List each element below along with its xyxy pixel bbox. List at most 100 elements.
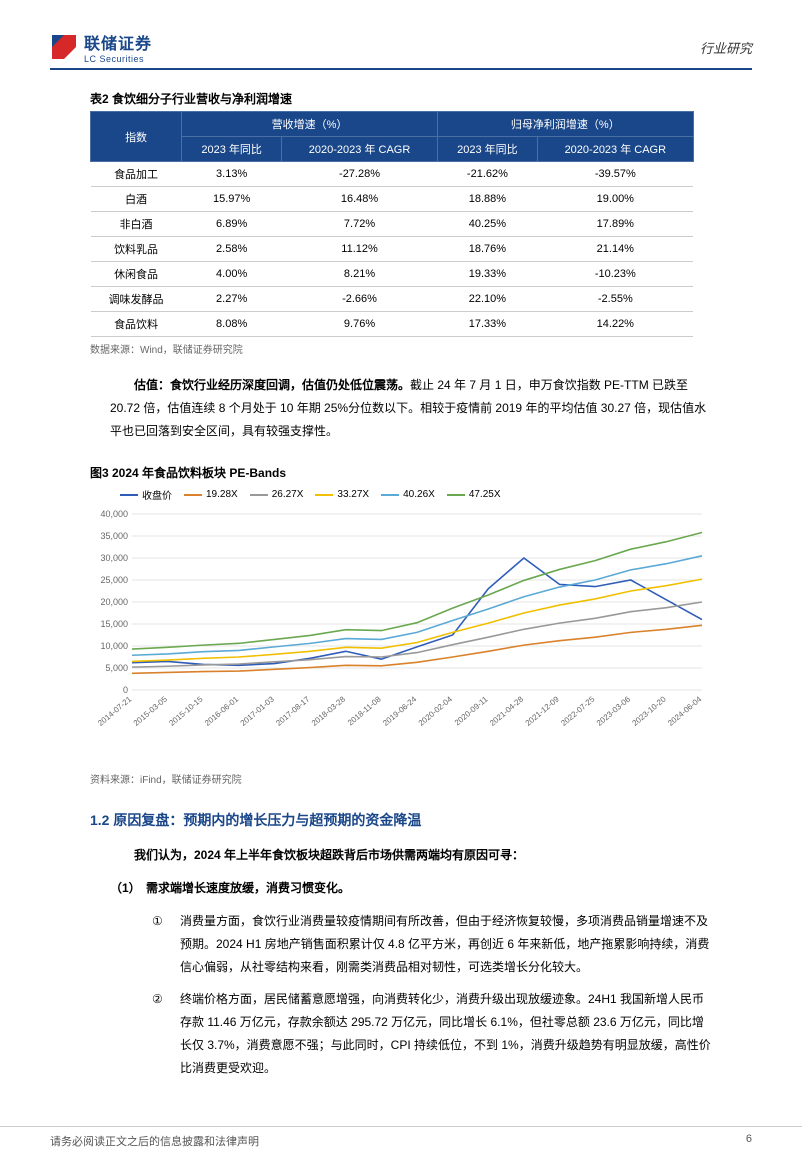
point-1-title: 需求端增长速度放缓，消费习惯变化。 <box>146 881 350 895</box>
table-cell: -10.23% <box>537 262 693 287</box>
table-cell: 15.97% <box>182 187 282 212</box>
legend-item: 40.26X <box>381 487 435 502</box>
logo-icon <box>50 33 78 61</box>
table-cell: 3.13% <box>182 162 282 187</box>
table-cell: -39.57% <box>537 162 693 187</box>
svg-text:15,000: 15,000 <box>100 619 128 629</box>
table2: 指数 营收增速（%） 归母净利润增速（%） 2023 年同比 2020-2023… <box>90 111 694 337</box>
table2-title: 表2 食饮细分子行业营收与净利润增速 <box>90 90 752 107</box>
svg-text:2020-02-04: 2020-02-04 <box>417 695 455 729</box>
table-cell: 饮料乳品 <box>91 237 182 262</box>
table-cell: 7.72% <box>282 212 438 237</box>
page-number: 6 <box>746 1133 752 1149</box>
svg-text:2018-11-08: 2018-11-08 <box>346 695 383 728</box>
table-cell: -21.62% <box>437 162 537 187</box>
legend-label: 19.28X <box>206 489 238 500</box>
table-cell: 14.22% <box>537 312 693 337</box>
table-cell: 食品加工 <box>91 162 182 187</box>
legend-label: 33.27X <box>337 489 369 500</box>
legend-swatch <box>447 494 465 497</box>
table-row: 食品饮料8.08%9.76%17.33%14.22% <box>91 312 694 337</box>
svg-text:10,000: 10,000 <box>100 641 128 651</box>
table-cell: 22.10% <box>437 287 537 312</box>
th-b: 2020-2023 年 CAGR <box>282 137 438 162</box>
th-a: 2023 年同比 <box>182 137 282 162</box>
table-cell: 非白酒 <box>91 212 182 237</box>
table-cell: 调味发酵品 <box>91 287 182 312</box>
brand-name-cn: 联储证券 <box>84 30 152 54</box>
fig3-source: 资料来源：iFind，联储证券研究院 <box>90 771 752 786</box>
legend-swatch <box>381 494 399 497</box>
legend-item: 26.27X <box>250 487 304 502</box>
svg-text:2023-03-06: 2023-03-06 <box>595 695 633 729</box>
legend-label: 收盘价 <box>142 487 172 502</box>
th-group-right: 归母净利润增速（%） <box>437 112 693 137</box>
svg-text:2015-10-15: 2015-10-15 <box>167 695 205 729</box>
svg-text:2022-07-25: 2022-07-25 <box>559 695 597 729</box>
fig3-chart: 收盘价 19.28X 26.27X 33.27X 40.26X 47.25X 0 5,000… <box>90 487 710 767</box>
point-1-num: （1） <box>110 877 146 900</box>
table-cell: 食品饮料 <box>91 312 182 337</box>
table-cell: 17.89% <box>537 212 693 237</box>
table2-source: 数据来源：Wind，联储证券研究院 <box>90 341 752 356</box>
table-cell: 休闲食品 <box>91 262 182 287</box>
table-cell: 21.14% <box>537 237 693 262</box>
table-row: 非白酒6.89%7.72%40.25%17.89% <box>91 212 694 237</box>
legend-swatch <box>315 494 333 497</box>
legend-swatch <box>250 494 268 497</box>
legend-swatch <box>120 494 138 497</box>
item-2: ② 终端价格方面，居民储蓄意愿增强，向消费转化少，消费升级出现放缓迹象。24H1… <box>180 988 712 1079</box>
svg-text:0: 0 <box>123 685 128 695</box>
table-cell: 16.48% <box>282 187 438 212</box>
table-row: 食品加工3.13%-27.28%-21.62%-39.57% <box>91 162 694 187</box>
legend-item: 19.28X <box>184 487 238 502</box>
brand-logo: 联储证券 LC Securities <box>50 30 152 64</box>
table-cell: 19.33% <box>437 262 537 287</box>
th-index: 指数 <box>91 112 182 162</box>
table-row: 休闲食品4.00%8.21%19.33%-10.23% <box>91 262 694 287</box>
svg-text:30,000: 30,000 <box>100 553 128 563</box>
svg-text:2015-03-05: 2015-03-05 <box>132 695 170 729</box>
table-row: 调味发酵品2.27%-2.66%22.10%-2.55% <box>91 287 694 312</box>
table-row: 白酒15.97%16.48%18.88%19.00% <box>91 187 694 212</box>
brand-name-en: LC Securities <box>84 54 152 64</box>
svg-text:2023-10-20: 2023-10-20 <box>631 695 669 729</box>
table-cell: 9.76% <box>282 312 438 337</box>
item-1-num: ① <box>152 910 163 933</box>
svg-text:2017-01-03: 2017-01-03 <box>239 695 277 729</box>
th-group-left: 营收增速（%） <box>182 112 438 137</box>
th-d: 2020-2023 年 CAGR <box>537 137 693 162</box>
fig3-title: 图3 2024 年食品饮料板块 PE-Bands <box>90 464 752 481</box>
table-cell: 6.89% <box>182 212 282 237</box>
table-cell: 40.25% <box>437 212 537 237</box>
table-cell: 8.21% <box>282 262 438 287</box>
valuation-bold: 估值：食饮行业经历深度回调，估值仍处低位震荡。 <box>134 378 410 392</box>
svg-text:2024-06-04: 2024-06-04 <box>666 695 704 729</box>
table-cell: 2.58% <box>182 237 282 262</box>
footer-disclaimer: 请务必阅读正文之后的信息披露和法律声明 <box>50 1133 259 1149</box>
svg-text:2014-07-21: 2014-07-21 <box>96 695 134 729</box>
item-1: ① 消费量方面，食饮行业消费量较疫情期间有所改善，但由于经济恢复较慢，多项消费品… <box>180 910 712 978</box>
valuation-paragraph: 估值：食饮行业经历深度回调，估值仍处低位震荡。截止 24 年 7 月 1 日，申… <box>110 374 712 442</box>
header-category: 行业研究 <box>700 38 752 57</box>
table-cell: 17.33% <box>437 312 537 337</box>
legend-label: 26.27X <box>272 489 304 500</box>
table-cell: 18.76% <box>437 237 537 262</box>
legend-label: 47.25X <box>469 489 501 500</box>
legend-item: 47.25X <box>447 487 501 502</box>
table-cell: -27.28% <box>282 162 438 187</box>
svg-text:5,000: 5,000 <box>105 663 128 673</box>
svg-text:35,000: 35,000 <box>100 531 128 541</box>
legend-item: 收盘价 <box>120 487 172 502</box>
section-1-2-heading: 1.2 原因复盘：预期内的增长压力与超预期的资金降温 <box>90 810 752 830</box>
chart-legend: 收盘价 19.28X 26.27X 33.27X 40.26X 47.25X <box>90 487 710 502</box>
point-1: （1）需求端增长速度放缓，消费习惯变化。 <box>110 877 712 900</box>
svg-text:2016-06-01: 2016-06-01 <box>203 695 241 729</box>
item-2-num: ② <box>152 988 163 1011</box>
svg-text:2019-06-24: 2019-06-24 <box>381 695 419 729</box>
table-row: 饮料乳品2.58%11.12%18.76%21.14% <box>91 237 694 262</box>
table-cell: 白酒 <box>91 187 182 212</box>
svg-text:2017-08-17: 2017-08-17 <box>274 695 312 729</box>
item-2-text: 终端价格方面，居民储蓄意愿增强，向消费转化少，消费升级出现放缓迹象。24H1 我… <box>180 992 711 1074</box>
svg-text:40,000: 40,000 <box>100 509 128 519</box>
